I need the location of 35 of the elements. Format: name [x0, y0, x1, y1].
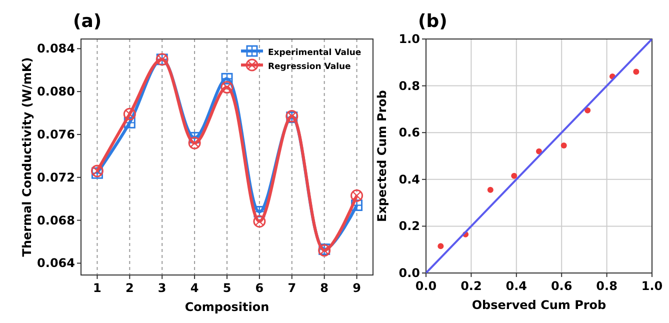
x-tick-label: 0.2 [460, 279, 482, 293]
y-tick-label: 0.0 [398, 266, 420, 280]
y-tick-label: 0.072 [37, 170, 75, 184]
x-tick-label: 4 [190, 281, 199, 295]
x-tick-label: 0.6 [550, 279, 572, 293]
y-tick-label: 0.080 [37, 84, 75, 99]
chart-title: (a) [73, 11, 102, 32]
y-tick-label: 0.064 [37, 256, 75, 270]
y-tick-label: 0.076 [37, 127, 75, 142]
x-axis-title: Composition [184, 300, 270, 314]
chart-title: (b) [418, 11, 448, 32]
x-tick-label: 0.4 [506, 279, 528, 293]
y-tick-label: 1.0 [398, 32, 420, 46]
x-tick-label: 8 [320, 281, 329, 295]
y-tick-label: 0.2 [398, 219, 420, 234]
y-tick-label: 0.8 [398, 78, 420, 93]
y-tick-label: 0.6 [398, 126, 420, 140]
x-tick-label: 7 [288, 281, 296, 295]
y-axis-title: Thermal Conductivity (W/mK) [20, 57, 34, 257]
y-tick-label: 0.4 [398, 172, 420, 186]
x-tick-label: 9 [352, 281, 361, 295]
x-tick-label: 6 [255, 281, 264, 295]
y-tick-label: 0.068 [37, 213, 75, 228]
x-tick-label: 1.0 [641, 279, 663, 293]
x-axis-title: Observed Cum Prob [472, 298, 607, 312]
y-tick-label: 0.084 [37, 42, 75, 56]
x-tick-label: 5 [222, 281, 232, 295]
legend-label: Experimental Value [268, 48, 362, 58]
y-axis-title: Expected Cum Prob [375, 90, 389, 222]
x-tick-label: 2 [125, 281, 134, 295]
x-tick-label: 1 [93, 281, 102, 295]
x-tick-label: 0.0 [415, 279, 437, 293]
x-tick-label: 0.8 [596, 279, 618, 293]
legend-label: Regression Value [268, 62, 352, 72]
x-tick-label: 3 [158, 281, 166, 295]
